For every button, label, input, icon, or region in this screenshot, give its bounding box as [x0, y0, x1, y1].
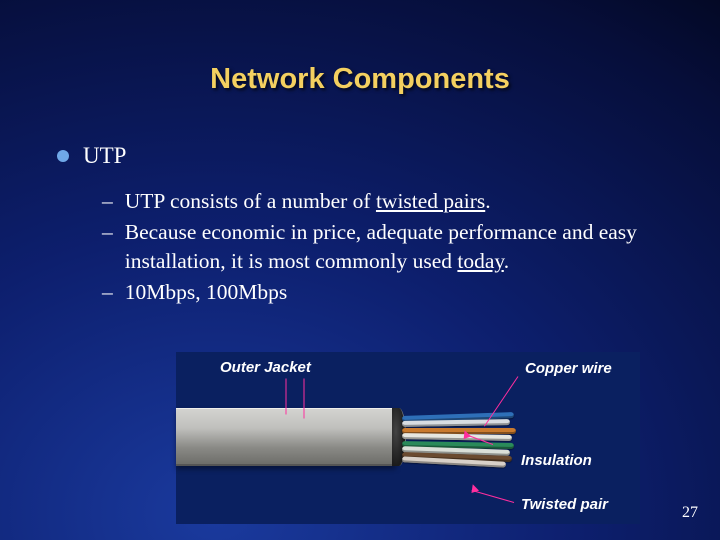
bullet-level1-text: UTP [83, 143, 126, 169]
sub-item: – UTP consists of a number of twisted pa… [102, 187, 662, 217]
bullet-dot-icon [57, 150, 69, 162]
label-copper-wire: Copper wire [525, 360, 612, 377]
sub-item-text: UTP consists of a number of twisted pair… [125, 187, 491, 217]
pointer-line [304, 379, 305, 419]
bullet-level1: UTP [57, 143, 126, 169]
wire [402, 419, 510, 427]
sub-bullet-dash: – [102, 218, 113, 277]
bullet-level2-list: – UTP consists of a number of twisted pa… [102, 187, 662, 309]
label-twisted-pair: Twisted pair [521, 496, 608, 513]
cable-jacket [176, 408, 396, 466]
sub-item-text: 10Mbps, 100Mbps [125, 278, 287, 308]
sub-item: – Because economic in price, adequate pe… [102, 218, 662, 277]
label-outer-jacket: Outer Jacket [220, 359, 311, 376]
sub-bullet-dash: – [102, 278, 113, 308]
wire-group [402, 412, 522, 464]
pointer-line [472, 490, 515, 503]
sub-item-text: Because economic in price, adequate perf… [125, 218, 662, 277]
wire [402, 433, 512, 441]
pointer-line [286, 379, 287, 415]
slide-title: Network Components [0, 63, 720, 96]
label-insulation: Insulation [521, 452, 592, 469]
cable-diagram: Outer Jacket Copper wire Insulation Twis… [176, 352, 640, 524]
sub-item: – 10Mbps, 100Mbps [102, 278, 662, 308]
page-number: 27 [682, 504, 698, 522]
sub-bullet-dash: – [102, 187, 113, 217]
